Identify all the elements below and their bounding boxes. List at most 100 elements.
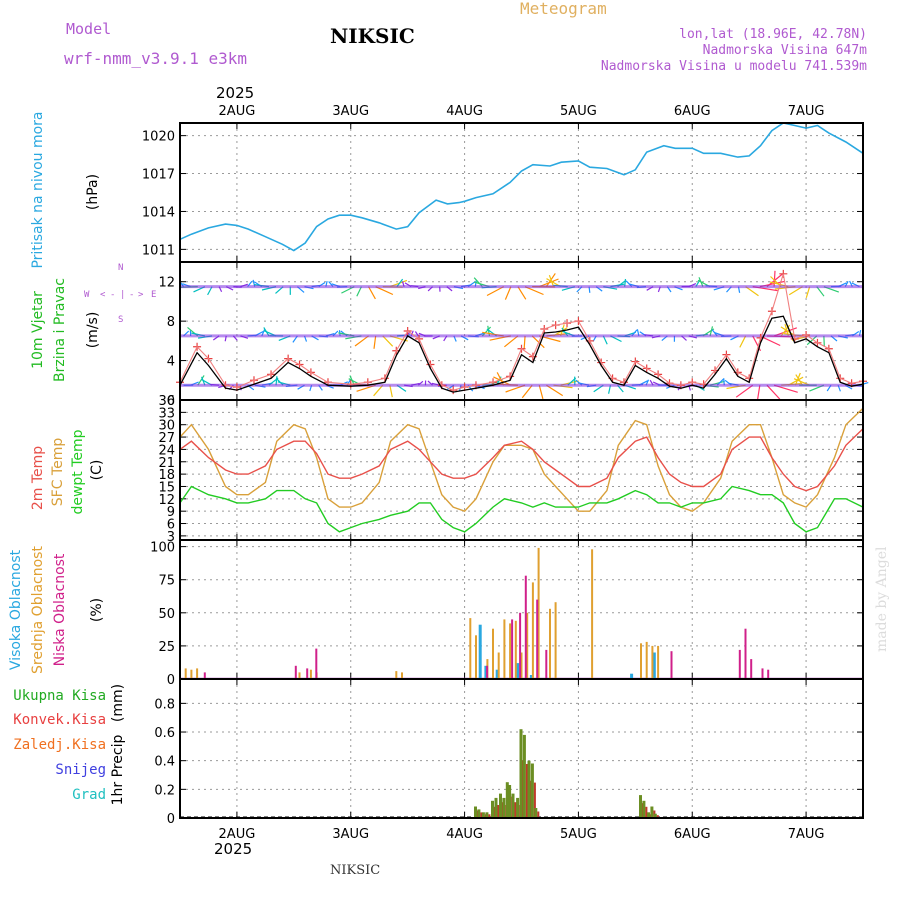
wind-arrow (794, 372, 801, 386)
bottom-day-label: 6AUG (674, 827, 711, 842)
lonlat-info: lon,lat (18.96E, 42.78N) (679, 27, 867, 42)
cloud-low-bar (536, 599, 539, 679)
cloud-mid-bar (401, 672, 403, 679)
wind-arrow (517, 286, 527, 300)
precip-conv-bar (656, 815, 659, 818)
cloud-panel: 0 25 50 75 100 (150, 539, 864, 688)
cloud-mid-bar (526, 612, 529, 679)
cloud-mid-bar (531, 582, 534, 679)
wind-unit: (m/s) (85, 312, 101, 349)
cloud-low-bar (486, 665, 489, 679)
bottom-day-label: 3AUG (332, 827, 369, 842)
precip-total-bar (647, 812, 650, 818)
precip-total-bar (508, 785, 512, 818)
precip-total-bar (474, 806, 477, 818)
cloud-mid-bar (645, 641, 648, 679)
temp-ytick-label: 15 (158, 480, 175, 495)
bottom-day-label: 4AUG (446, 827, 483, 842)
temp-ytick-label: 6 (167, 518, 175, 533)
precip-total-bar (511, 793, 515, 818)
tsfc-line (179, 407, 864, 513)
top-day-label: 5AUG (560, 104, 597, 119)
precip-ytick-label: 0.2 (154, 783, 175, 798)
model-name: wrf-nmm_v3.9.1 e3km (64, 49, 247, 68)
temp-ytick-label: 36 (158, 394, 175, 409)
compass-dash-left: - (110, 290, 115, 300)
precip-conv-bar (497, 805, 500, 818)
cloud-low-bar (294, 665, 297, 679)
station-title: NIKSIC (330, 24, 415, 48)
cloud-mid-bar (298, 672, 301, 679)
wind-ytick-label: 8 (167, 315, 175, 330)
legend-rain-total: Ukupna Kisa (13, 688, 106, 704)
wind-panel: 0 4 8 12 (158, 261, 869, 409)
cloud-mid-bar (469, 618, 472, 679)
credit-watermark: made by Angel (874, 546, 890, 652)
top-day-label: 6AUG (674, 104, 711, 119)
precip-total-bar (477, 809, 481, 818)
pressure-ytick-label: 1017 (142, 168, 175, 183)
precip-total-bar (494, 797, 498, 818)
pressure-ytick-label: 1020 (142, 130, 175, 145)
precip-total-bar (502, 797, 506, 818)
precip-total-bar (527, 760, 531, 818)
cloud-mid-bar (554, 602, 557, 679)
precip-total-bar (516, 797, 520, 818)
precip-conv-bar (533, 782, 536, 818)
top-day-labels: 2AUG 3AUG 4AUG 5AUG 6AUG 7AUG (219, 104, 825, 119)
cloud-mid-bar (184, 668, 187, 679)
cloud-mid-bar (640, 643, 642, 679)
cloud-low-bar (744, 628, 747, 679)
precip-total-bar (530, 763, 534, 818)
pressure-unit: (hPa) (85, 174, 101, 210)
wind-arrow (275, 376, 278, 386)
cloud-mid-bar (520, 652, 523, 679)
cloud-mid-bar (196, 668, 199, 679)
precip-legend: Ukupna Kisa Konvek.Kisa Zaledj.Kisa Snij… (13, 688, 106, 803)
bottom-day-label: 2AUG (219, 827, 256, 842)
temp-ytick-label: 27 (158, 431, 175, 446)
model-label: Model (66, 20, 111, 38)
precip-total-bar (653, 813, 657, 818)
cloud-low-bar (545, 649, 548, 679)
precip-title: 1hr Precip (110, 735, 126, 806)
precip-total-bar (499, 793, 502, 818)
cloud-mid-bar (509, 623, 512, 679)
pressure-ytick-label: 1014 (142, 205, 175, 220)
precip-ytick-label: 0 (167, 812, 175, 827)
bottom-day-label: 5AUG (560, 827, 597, 842)
temp-ytick-label: 21 (158, 456, 175, 471)
cloud-high-bar (630, 673, 634, 679)
wind-arrow (795, 374, 804, 386)
cloud-high-bar (478, 624, 482, 679)
cloud-mid-label: Srednja Oblacnost (30, 546, 46, 674)
cloud-ytick-label: 0 (167, 673, 175, 688)
wind-arrow (373, 335, 377, 349)
precip-total-bar (491, 800, 494, 818)
temp-ytick-label: 9 (167, 505, 175, 520)
compass-east: E (151, 290, 156, 300)
dewpt-label: dewpt Temp (70, 429, 86, 514)
wind-arrow (354, 335, 369, 347)
cloud-mid-bar (537, 547, 540, 679)
wind-arrow (368, 286, 376, 300)
pressure-panel: 1011 1014 1017 1020 (142, 122, 864, 263)
pressure-ytick-label: 1011 (142, 243, 175, 258)
footer-station: NIKSIC (330, 863, 380, 878)
precip-total-bar (534, 808, 538, 818)
pressure-title: Pritisak na nivou mora (30, 111, 46, 268)
precip-total-bar (639, 795, 642, 818)
cloud-mid-bar (309, 669, 312, 679)
top-day-label: 3AUG (332, 104, 369, 119)
precip-total-bar (481, 812, 485, 818)
top-day-label: 7AUG (788, 104, 825, 119)
precip-total-bar (519, 729, 523, 818)
precip-ytick-label: 0.4 (154, 755, 175, 770)
cloud-ytick-label: 50 (158, 607, 175, 622)
wind-arrow (816, 286, 825, 297)
cloud-low-bar (203, 672, 206, 679)
cloud-mid-bar (492, 628, 494, 679)
